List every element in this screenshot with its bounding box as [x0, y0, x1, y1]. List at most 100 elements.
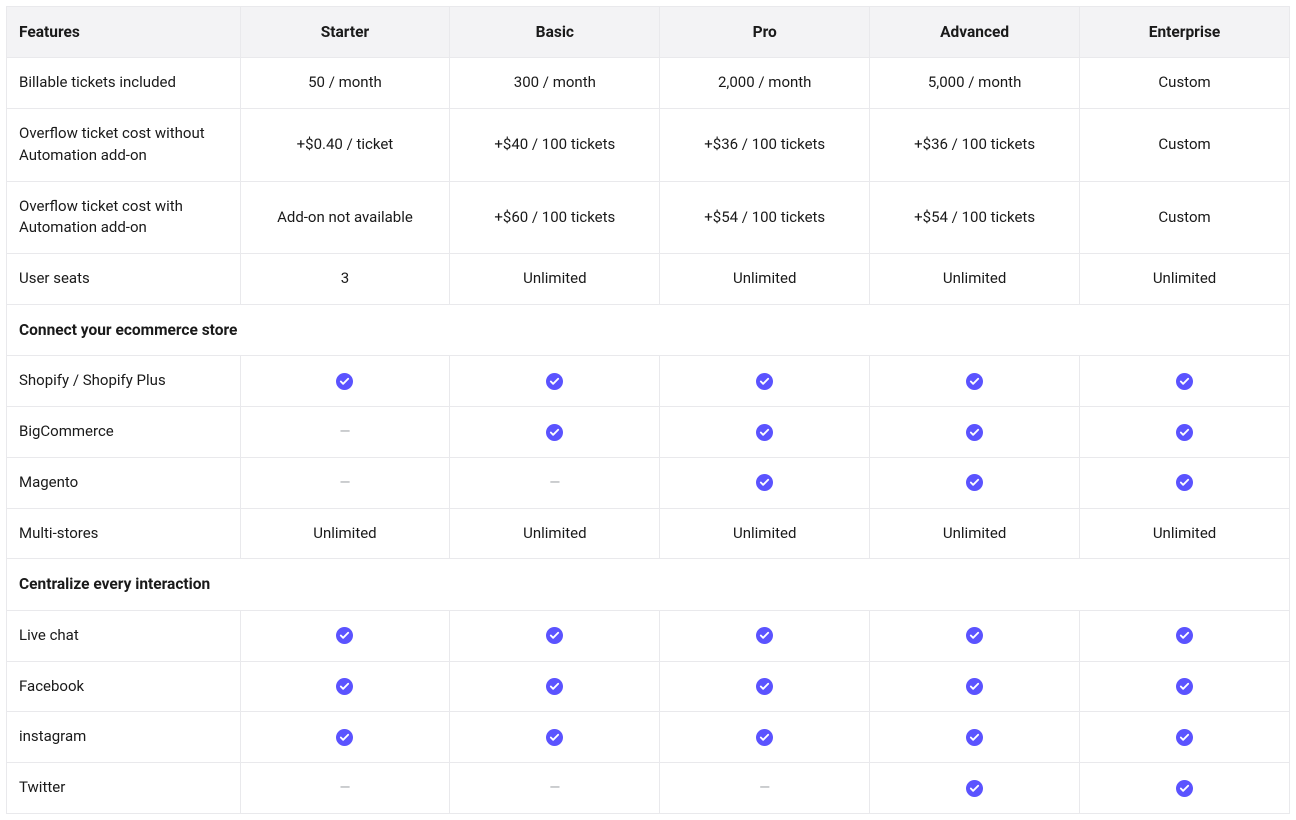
dash-icon: —: [549, 780, 560, 796]
plan-cell: [1080, 661, 1290, 712]
col-header-basic: Basic: [450, 7, 660, 58]
table-row: Facebook: [7, 661, 1290, 712]
checkmark-icon: [546, 424, 563, 441]
table-row: Twitter———: [7, 763, 1290, 814]
plan-cell: Unlimited: [240, 508, 450, 559]
feature-name: Facebook: [7, 661, 241, 712]
table-row: instagram: [7, 712, 1290, 763]
checkmark-icon: [546, 373, 563, 390]
col-header-pro: Pro: [660, 7, 870, 58]
feature-name: Shopify / Shopify Plus: [7, 356, 241, 407]
plan-cell: [1080, 356, 1290, 407]
table-row: Overflow ticket cost without Automation …: [7, 109, 1290, 182]
col-header-starter: Starter: [240, 7, 450, 58]
cell-value: 2,000 / month: [718, 73, 811, 91]
feature-name: Overflow ticket cost without Automation …: [7, 109, 241, 182]
col-header-advanced: Advanced: [870, 7, 1080, 58]
feature-name: Overflow ticket cost with Automation add…: [7, 181, 241, 254]
cell-value: +$60 / 100 tickets: [494, 208, 615, 226]
cell-value: Unlimited: [733, 524, 796, 542]
plan-cell: +$36 / 100 tickets: [870, 109, 1080, 182]
checkmark-icon: [336, 627, 353, 644]
section-title: Centralize every interaction: [7, 559, 1290, 610]
checkmark-icon: [756, 373, 773, 390]
checkmark-icon: [546, 729, 563, 746]
checkmark-icon: [1176, 780, 1193, 797]
plan-cell: Unlimited: [1080, 508, 1290, 559]
plan-cell: +$0.40 / ticket: [240, 109, 450, 182]
plan-cell: [870, 610, 1080, 661]
dash-icon: —: [339, 475, 350, 491]
plan-cell: 5,000 / month: [870, 58, 1080, 109]
checkmark-icon: [756, 627, 773, 644]
cell-value: Custom: [1158, 208, 1210, 226]
checkmark-icon: [756, 729, 773, 746]
cell-value: +$0.40 / ticket: [297, 135, 394, 153]
plan-cell: +$60 / 100 tickets: [450, 181, 660, 254]
plan-cell: [660, 661, 870, 712]
cell-value: +$36 / 100 tickets: [914, 135, 1035, 153]
checkmark-icon: [1176, 729, 1193, 746]
cell-value: +$36 / 100 tickets: [704, 135, 825, 153]
dash-icon: —: [339, 424, 350, 440]
cell-value: Unlimited: [943, 269, 1006, 287]
plan-cell: [450, 712, 660, 763]
plan-cell: [450, 610, 660, 661]
plan-cell: Unlimited: [870, 254, 1080, 305]
plan-cell: Add-on not available: [240, 181, 450, 254]
dash-icon: —: [759, 780, 770, 796]
feature-name: instagram: [7, 712, 241, 763]
plan-cell: [450, 661, 660, 712]
cell-value: +$54 / 100 tickets: [914, 208, 1035, 226]
plan-cell: [870, 763, 1080, 814]
plan-cell: [450, 356, 660, 407]
cell-value: Unlimited: [733, 269, 796, 287]
table-row: Overflow ticket cost with Automation add…: [7, 181, 1290, 254]
checkmark-icon: [1176, 373, 1193, 390]
cell-value: Add-on not available: [277, 208, 413, 226]
cell-value: +$40 / 100 tickets: [494, 135, 615, 153]
plan-cell: —: [450, 763, 660, 814]
plan-cell: [1080, 407, 1290, 458]
plan-cell: [870, 661, 1080, 712]
plan-cell: [240, 661, 450, 712]
plan-cell: [1080, 763, 1290, 814]
feature-name: Magento: [7, 457, 241, 508]
plan-cell: Unlimited: [660, 508, 870, 559]
cell-value: 3: [341, 269, 349, 287]
table-row: BigCommerce—: [7, 407, 1290, 458]
checkmark-icon: [966, 424, 983, 441]
checkmark-icon: [336, 373, 353, 390]
plan-cell: [870, 457, 1080, 508]
section-row: Centralize every interaction: [7, 559, 1290, 610]
plan-cell: [870, 712, 1080, 763]
checkmark-icon: [966, 474, 983, 491]
col-header-features: Features: [7, 7, 241, 58]
plan-cell: +$54 / 100 tickets: [870, 181, 1080, 254]
col-header-enterprise: Enterprise: [1080, 7, 1290, 58]
cell-value: Custom: [1158, 73, 1210, 91]
dash-icon: —: [549, 475, 560, 491]
plan-cell: [660, 712, 870, 763]
plan-cell: +$40 / 100 tickets: [450, 109, 660, 182]
checkmark-icon: [546, 678, 563, 695]
plan-cell: —: [240, 763, 450, 814]
plan-cell: 50 / month: [240, 58, 450, 109]
checkmark-icon: [756, 424, 773, 441]
feature-name: Live chat: [7, 610, 241, 661]
checkmark-icon: [966, 780, 983, 797]
plan-cell: —: [660, 763, 870, 814]
checkmark-icon: [966, 678, 983, 695]
plan-cell: Unlimited: [450, 254, 660, 305]
cell-value: +$54 / 100 tickets: [704, 208, 825, 226]
plan-cell: [1080, 610, 1290, 661]
checkmark-icon: [966, 627, 983, 644]
plan-cell: Unlimited: [870, 508, 1080, 559]
checkmark-icon: [1176, 627, 1193, 644]
cell-value: 5,000 / month: [928, 73, 1021, 91]
table-row: Magento — —: [7, 457, 1290, 508]
feature-name: Billable tickets included: [7, 58, 241, 109]
checkmark-icon: [756, 474, 773, 491]
plan-cell: [870, 356, 1080, 407]
section-row: Connect your ecommerce store: [7, 304, 1290, 355]
